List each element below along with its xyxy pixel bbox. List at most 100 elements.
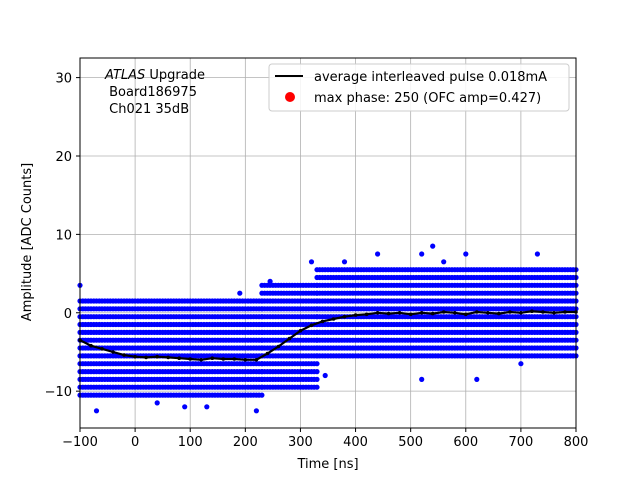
average-pulse-point (486, 311, 490, 315)
sample-point-outlier (474, 376, 480, 382)
x-axis-label: Time [ns] (296, 457, 358, 472)
sample-points (77, 243, 579, 414)
average-pulse-point (353, 313, 358, 317)
average-pulse-point (232, 357, 237, 361)
annotation-atlas: ATLAS (104, 68, 145, 83)
average-pulse-point (508, 310, 512, 314)
average-pulse-point (320, 319, 325, 324)
sample-point-outlier (204, 404, 210, 410)
sample-point-outlier (341, 259, 348, 265)
sample-point-outlier (253, 408, 259, 414)
sample-point-outlier (267, 278, 273, 284)
x-tick-label: 700 (508, 435, 533, 450)
legend-label-max-phase: max phase: 250 (OFC amp=0.427) (314, 91, 541, 106)
average-pulse-point (331, 317, 336, 321)
annotation-upgrade: Upgrade (145, 68, 205, 83)
average-pulse-point (199, 358, 203, 362)
average-pulse-line (78, 309, 578, 362)
y-tick-label: 20 (55, 150, 72, 165)
x-tick-label: 600 (453, 435, 478, 450)
sample-point-outlier (419, 376, 425, 382)
x-tick-label: 400 (343, 435, 368, 450)
average-pulse-point (210, 356, 215, 361)
sample-point (259, 392, 265, 398)
annotation-line-1: ATLAS Upgrade (104, 68, 205, 83)
x-tick-label: 0 (131, 435, 139, 450)
sample-point-outlier (518, 361, 524, 367)
atlas-annotation: ATLAS Upgrade Board186975 Ch021 35dB (104, 68, 205, 117)
y-tick-label: −10 (45, 385, 72, 400)
average-pulse-point (243, 358, 248, 362)
average-pulse-point (221, 357, 226, 361)
sample-point-outlier (463, 251, 469, 257)
average-pulse-point (464, 312, 468, 317)
average-pulse-point (364, 312, 369, 317)
average-pulse-point (122, 353, 126, 357)
average-pulse-point (265, 351, 270, 356)
y-tick-label: 30 (55, 72, 72, 87)
average-pulse-point (309, 323, 314, 328)
x-tick-label: −100 (62, 435, 98, 450)
sample-point-outlier (534, 251, 541, 257)
average-pulse-point (408, 312, 413, 317)
sample-point-outlier (322, 372, 328, 379)
x-tick-label: 200 (233, 435, 258, 450)
average-pulse-point (552, 311, 556, 315)
average-pulse-point (133, 354, 137, 359)
sample-point-outlier (419, 251, 425, 257)
sample-point (314, 376, 320, 382)
sample-point-outlier (93, 408, 100, 414)
average-pulse-point (298, 329, 303, 333)
average-pulse-point (497, 311, 501, 316)
sample-point-outlier (182, 404, 188, 410)
y-tick-label: 10 (55, 228, 72, 243)
average-pulse-point (144, 355, 148, 360)
average-pulse-point (177, 356, 181, 361)
average-pulse-point (100, 347, 104, 351)
average-pulse-point (441, 310, 446, 314)
sample-point (314, 361, 320, 367)
average-pulse-point (342, 314, 347, 319)
legend-box (268, 63, 570, 112)
average-pulse-point (287, 336, 292, 341)
sample-point (314, 369, 320, 375)
average-pulse-point (541, 310, 545, 314)
average-pulse-path (79, 310, 576, 361)
average-pulse-point (254, 358, 259, 362)
sample-point-outlier (375, 251, 381, 257)
average-pulse-point (166, 355, 170, 360)
y-tick-label: 0 (64, 307, 72, 322)
y-axis-label: Amplitude [ADC Counts] (20, 163, 35, 321)
x-tick-label: 100 (178, 435, 203, 450)
average-pulse-point (276, 344, 281, 349)
plot-frame (79, 57, 577, 429)
average-pulse-point (453, 311, 457, 315)
average-pulse-point (188, 357, 192, 361)
x-tick-label: 500 (398, 435, 423, 450)
sample-point-outlier (430, 243, 436, 249)
legend-marker-swatch (285, 92, 295, 102)
average-pulse-point (375, 311, 380, 315)
average-pulse-point (563, 310, 567, 314)
annotation-line-2: Board186975 (105, 85, 197, 100)
legend: average interleaved pulse 0.018mA max ph… (268, 63, 570, 112)
x-tick-label: 300 (288, 435, 313, 450)
average-pulse-point (155, 354, 159, 359)
sample-point (314, 384, 320, 390)
sample-point-outlier (308, 259, 315, 265)
sample-point-outlier (441, 259, 447, 265)
average-pulse-point (530, 309, 534, 314)
average-pulse-point (89, 343, 93, 348)
annotation-line-3: Ch021 35dB (105, 102, 189, 117)
average-pulse-point (430, 311, 435, 316)
average-pulse-point (419, 311, 424, 315)
legend-label-average: average interleaved pulse 0.018mA (314, 70, 547, 85)
average-pulse-point (386, 311, 391, 316)
average-pulse-point (475, 310, 479, 314)
average-pulse-point (519, 311, 523, 315)
x-tick-label: 800 (564, 435, 589, 450)
grid-lines (79, 58, 577, 428)
average-pulse-point (397, 311, 402, 315)
average-pulse-point (111, 350, 115, 354)
